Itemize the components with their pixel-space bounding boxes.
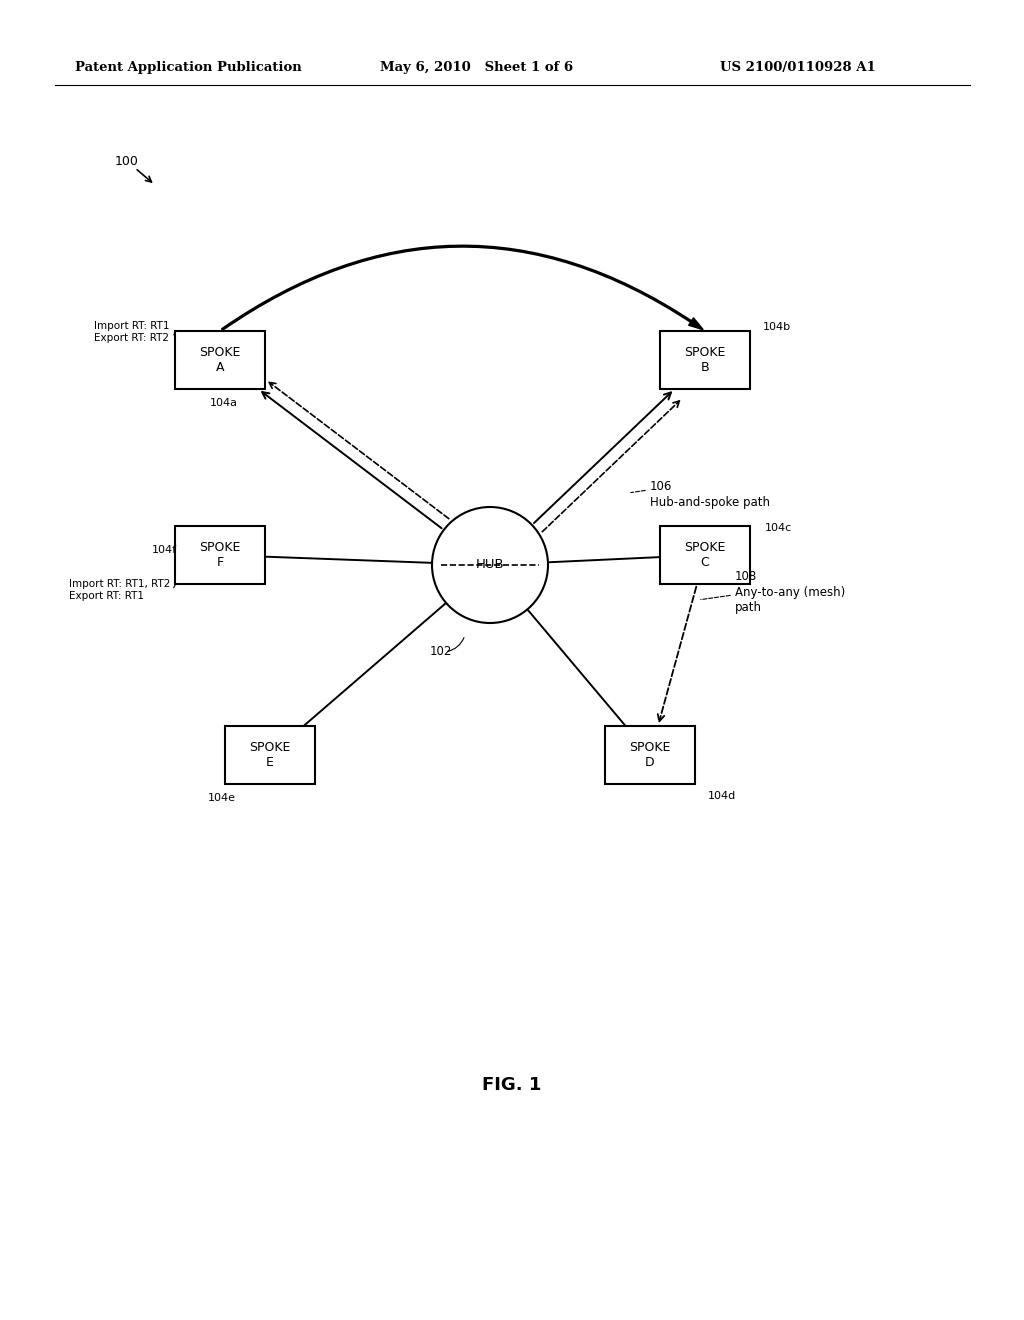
Text: SPOKE
C: SPOKE C (684, 541, 726, 569)
Text: FIG. 1: FIG. 1 (482, 1076, 542, 1094)
FancyBboxPatch shape (660, 331, 750, 389)
Text: Patent Application Publication: Patent Application Publication (75, 62, 302, 74)
Text: 108: 108 (735, 570, 758, 583)
Text: Hub-and-spoke path: Hub-and-spoke path (650, 496, 770, 510)
Text: 104e: 104e (208, 793, 236, 803)
Text: SPOKE
F: SPOKE F (200, 541, 241, 569)
Text: 104d: 104d (708, 791, 736, 801)
Text: US 2100/0110928 A1: US 2100/0110928 A1 (720, 62, 876, 74)
Text: SPOKE
B: SPOKE B (684, 346, 726, 374)
Text: Import RT: RT1, RT2
Export RT: RT1: Import RT: RT1, RT2 Export RT: RT1 (69, 579, 170, 601)
Text: SPOKE
E: SPOKE E (249, 741, 291, 770)
Text: Any-to-any (mesh)
path: Any-to-any (mesh) path (735, 586, 845, 614)
Circle shape (432, 507, 548, 623)
Text: 104a: 104a (210, 399, 238, 408)
Text: HUB: HUB (476, 558, 504, 572)
Text: 100: 100 (115, 154, 139, 168)
Text: May 6, 2010   Sheet 1 of 6: May 6, 2010 Sheet 1 of 6 (380, 62, 573, 74)
Text: 106: 106 (650, 480, 673, 492)
Text: 104c: 104c (765, 523, 793, 533)
Text: SPOKE
A: SPOKE A (200, 346, 241, 374)
Text: SPOKE
D: SPOKE D (630, 741, 671, 770)
FancyBboxPatch shape (660, 525, 750, 583)
Text: 104b: 104b (763, 322, 792, 333)
FancyArrowPatch shape (222, 246, 702, 330)
FancyBboxPatch shape (605, 726, 695, 784)
FancyBboxPatch shape (175, 525, 265, 583)
Text: 104f: 104f (152, 545, 177, 554)
FancyBboxPatch shape (225, 726, 315, 784)
Text: Import RT: RT1
Export RT: RT2: Import RT: RT1 Export RT: RT2 (94, 321, 170, 343)
FancyBboxPatch shape (175, 331, 265, 389)
Text: 102: 102 (430, 645, 453, 657)
